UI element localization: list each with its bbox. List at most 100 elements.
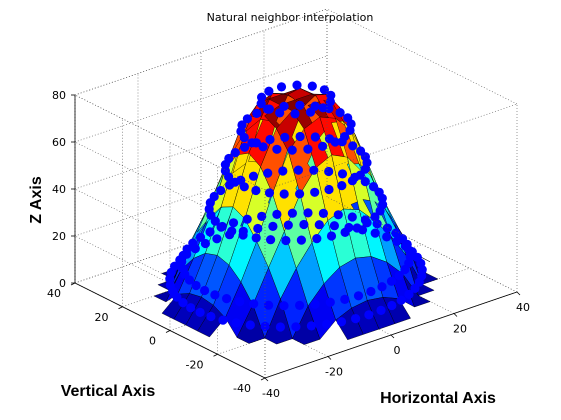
sample-marker (278, 166, 288, 176)
sample-marker (251, 185, 261, 196)
sample-marker (251, 233, 261, 243)
sample-marker (326, 231, 337, 241)
sample-marker (307, 81, 317, 91)
sample-marker (382, 232, 392, 242)
sample-marker (218, 315, 228, 325)
sample-marker (253, 223, 263, 234)
chart-title: Natural neighbor interpolation (207, 11, 374, 24)
sample-marker (322, 319, 332, 329)
sample-marker (231, 318, 241, 328)
sample-marker (191, 280, 201, 291)
sample-marker (245, 320, 255, 330)
sample-marker (295, 100, 305, 110)
y-axis-label: Vertical Axis (61, 383, 156, 400)
sample-marker (263, 168, 273, 178)
sample-marker (242, 214, 252, 224)
sample-marker (310, 299, 320, 309)
sample-marker (279, 301, 289, 311)
x-tick-mark (453, 313, 458, 317)
sample-marker (292, 80, 302, 90)
z-tick-label: 60 (52, 136, 66, 149)
sample-marker (279, 189, 289, 199)
sample-marker (230, 177, 240, 187)
sample-marker (178, 298, 188, 308)
z-tick-label: 0 (59, 277, 66, 290)
sample-marker (247, 138, 257, 148)
sample-marker (257, 211, 267, 221)
sample-marker (264, 188, 275, 198)
sample-marker (184, 275, 195, 285)
sample-marker (318, 208, 328, 218)
sample-marker (224, 172, 234, 182)
sample-marker (265, 134, 275, 145)
sample-marker (281, 235, 291, 246)
sample-marker (324, 184, 334, 195)
y-tick-mark (165, 330, 171, 333)
sample-marker (306, 321, 316, 331)
sample-marker (386, 276, 397, 286)
sample-marker (348, 141, 358, 151)
sample-marker (222, 294, 232, 304)
sample-marker (195, 232, 206, 242)
y-tick-label: 0 (149, 335, 156, 348)
sample-marker (329, 221, 339, 231)
sample-marker (217, 221, 227, 232)
sample-marker (235, 297, 245, 307)
axis-box-front (74, 8, 518, 378)
wall-grid-line (74, 188, 266, 285)
sample-marker (347, 176, 357, 186)
sample-marker (360, 177, 370, 187)
sample-marker (299, 219, 309, 230)
sample-marker (210, 290, 220, 300)
sample-marker (318, 103, 328, 113)
top-edge (326, 8, 518, 105)
sample-marker (242, 114, 252, 124)
sample-marker (295, 300, 305, 310)
sample-marker (283, 220, 293, 230)
wall-grid-line (74, 235, 266, 332)
sample-marker (404, 289, 414, 299)
sample-marker (324, 166, 334, 177)
sample-marker (396, 295, 406, 305)
sample-marker (310, 187, 320, 197)
sample-marker (333, 210, 343, 220)
sample-marker (264, 300, 274, 310)
x-tick-label: -40 (262, 387, 280, 400)
sample-marker (353, 291, 364, 301)
sample-marker (377, 282, 387, 292)
z-tick-label: 80 (52, 89, 66, 102)
data-sample-markers (165, 80, 427, 332)
x-tick-label: 20 (453, 323, 467, 336)
sample-marker (347, 212, 357, 222)
sample-marker (378, 200, 388, 210)
y-tick-mark (118, 306, 123, 310)
sample-marker (272, 209, 282, 219)
sample-marker (210, 216, 220, 226)
sample-marker (216, 185, 226, 196)
sample-marker (345, 125, 355, 135)
sample-marker (295, 131, 305, 142)
sample-marker (364, 310, 374, 320)
y-tick-label: -40 (233, 382, 251, 395)
sample-marker (287, 145, 297, 155)
sample-marker (352, 223, 362, 233)
x-axis-label: Horizontal Axis (380, 390, 496, 407)
sample-marker (275, 108, 285, 118)
y-tick-mark (213, 353, 218, 357)
sample-marker (188, 238, 198, 248)
z-tick-label: 20 (52, 230, 66, 243)
sample-marker (394, 270, 404, 281)
sample-marker (287, 208, 297, 218)
y-tick-label: 40 (47, 287, 61, 300)
sample-marker (376, 305, 386, 315)
sample-marker (309, 165, 319, 175)
sample-marker (212, 234, 222, 244)
wall-grid-line (74, 141, 266, 238)
sample-marker (275, 322, 285, 332)
sample-marker (303, 144, 313, 154)
sample-marker (325, 97, 335, 107)
sample-marker (318, 141, 328, 151)
sample-marker (195, 307, 205, 317)
front-edge (326, 196, 518, 293)
